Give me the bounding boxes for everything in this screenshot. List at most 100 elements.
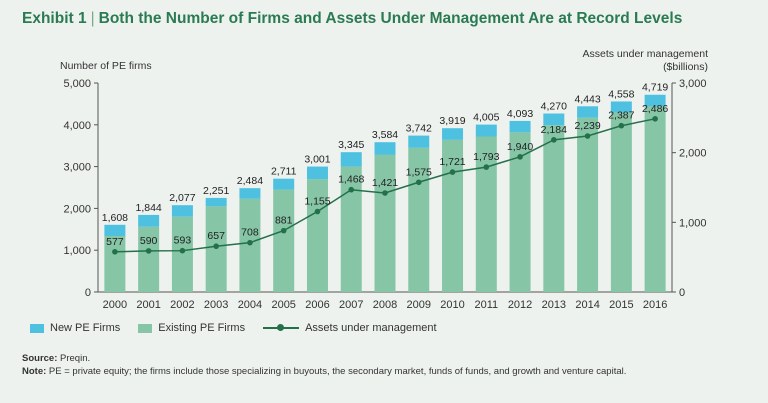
bar-new-firms [239, 188, 261, 199]
source-line: Source: Preqin. [22, 352, 752, 365]
aum-point [652, 116, 658, 122]
bar-existing-firms [205, 206, 227, 292]
right-axis-title-line2: ($billions) [663, 61, 708, 73]
bar-new-firms [171, 205, 193, 217]
aum-value-label: 1,793 [473, 151, 499, 163]
x-tick-label: 2000 [103, 299, 127, 311]
note-line: Note: PE = private equity; the firms inc… [22, 365, 752, 378]
aum-value-label: 2,184 [541, 124, 567, 136]
aum-value-label: 708 [241, 227, 259, 239]
right-axis-tick-label: 2,000 [679, 148, 707, 160]
exhibit-title: Exhibit 1 | Both the Number of Firms and A… [22, 10, 682, 28]
bar-new-firms [138, 214, 160, 227]
aum-value-label: 1,575 [406, 166, 432, 178]
x-tick-label: 2013 [542, 299, 566, 311]
aum-point [314, 208, 321, 215]
bar-existing-firms [577, 117, 599, 292]
x-tick-label: 2001 [136, 299, 160, 311]
x-tick-label: 2004 [238, 299, 262, 311]
aum-value-label: 593 [174, 235, 192, 247]
x-tick-label: 2007 [339, 299, 363, 311]
legend-new-firms: New PE Firms [30, 322, 120, 334]
aum-value-label: 1,721 [439, 156, 465, 168]
x-tick-label: 2008 [373, 299, 397, 311]
bar-new-firms [644, 94, 666, 107]
aum-point [247, 239, 253, 246]
bar-new-firms [543, 113, 565, 126]
aum-point [517, 154, 523, 160]
note-label: Note: [22, 366, 47, 377]
bar-new-firms [610, 101, 632, 113]
left-axis-tick-label: 4,000 [63, 120, 91, 132]
aum-value-label: 1,468 [338, 174, 364, 186]
x-tick-label: 2011 [474, 299, 498, 311]
total-firms-label: 4,719 [642, 82, 668, 94]
aum-point [348, 186, 355, 193]
x-tick-label: 2010 [440, 299, 464, 311]
aum-value-label: 1,421 [372, 177, 398, 189]
title-separator: | [90, 10, 95, 27]
aum-point [449, 169, 456, 175]
right-axis-tick-label: 1,000 [679, 217, 707, 229]
aum-point [584, 133, 591, 139]
bar-existing-firms [644, 106, 666, 293]
aum-point [179, 247, 186, 254]
legend-aum: Assets under management [263, 322, 437, 334]
legend-aum-line-icon [263, 323, 300, 333]
note-text: PE = private equity; the firms include t… [48, 366, 627, 377]
aum-value-label: 590 [140, 235, 158, 247]
aum-value-label: 2,239 [574, 120, 600, 132]
bar-new-firms [104, 224, 126, 236]
source-text: Preqin. [60, 353, 91, 364]
chart-legend: New PE Firms Existing PE Firms Assets un… [30, 322, 437, 334]
legend-new-firms-swatch [30, 323, 44, 333]
bar-existing-firms [273, 189, 295, 292]
aum-point [483, 164, 490, 170]
legend-existing-firms: Existing PE Firms [138, 322, 245, 334]
total-firms-label: 3,584 [372, 129, 398, 141]
x-tick-label: 2006 [305, 299, 329, 311]
x-tick-label: 2015 [609, 299, 633, 311]
aum-point [551, 137, 557, 143]
right-axis-tick-label: 0 [679, 287, 685, 299]
aum-value-label: 881 [275, 215, 293, 227]
pe-firms-aum-chart: 0 1,000 2,000 3,000 4,000 5,000 0 1,000 2,000 3,0… [63, 78, 707, 311]
x-tick-label: 2003 [204, 299, 228, 311]
total-firms-label: 3,345 [338, 139, 364, 151]
aum-point [112, 249, 118, 255]
total-firms-label: 2,484 [237, 175, 263, 187]
bar-existing-firms [543, 125, 565, 292]
bar-existing-firms [138, 226, 160, 292]
bar-existing-firms [610, 112, 632, 292]
bar-existing-firms [475, 136, 497, 292]
total-firms-label: 4,443 [574, 93, 600, 105]
aum-point [145, 248, 152, 254]
total-firms-label: 3,001 [304, 154, 330, 166]
x-tick-label: 2002 [170, 299, 194, 311]
bar-existing-firms [171, 216, 193, 292]
bar-existing-firms [442, 139, 464, 292]
total-firms-label: 1,844 [136, 202, 162, 214]
aum-value-label: 577 [106, 236, 124, 248]
exhibit-label: Exhibit 1 [22, 10, 87, 27]
left-axis-tick-label: 3,000 [63, 162, 91, 174]
aum-point [213, 243, 219, 250]
legend-new-firms-label: New PE Firms [50, 322, 121, 334]
right-axis-tick-label: 3,000 [679, 78, 707, 90]
total-firms-label: 4,093 [507, 108, 533, 120]
aum-value-label: 2,387 [608, 110, 634, 122]
total-firms-label: 2,251 [203, 185, 229, 197]
chart-notes: Source: Preqin. Note: PE = private equit… [22, 352, 752, 378]
total-firms-label: 4,270 [541, 101, 567, 113]
aum-value-label: 1,940 [507, 141, 533, 153]
bar-existing-firms [104, 235, 126, 292]
bar-new-firms [273, 178, 295, 190]
right-axis-title-line1: Assets under management [582, 48, 709, 60]
legend-existing-firms-swatch [138, 323, 153, 333]
total-firms-label: 4,005 [473, 112, 499, 124]
total-firms-label: 3,919 [439, 115, 465, 127]
bar-existing-firms [340, 166, 362, 292]
bar-new-firms [205, 197, 227, 207]
bar-new-firms [374, 142, 396, 155]
